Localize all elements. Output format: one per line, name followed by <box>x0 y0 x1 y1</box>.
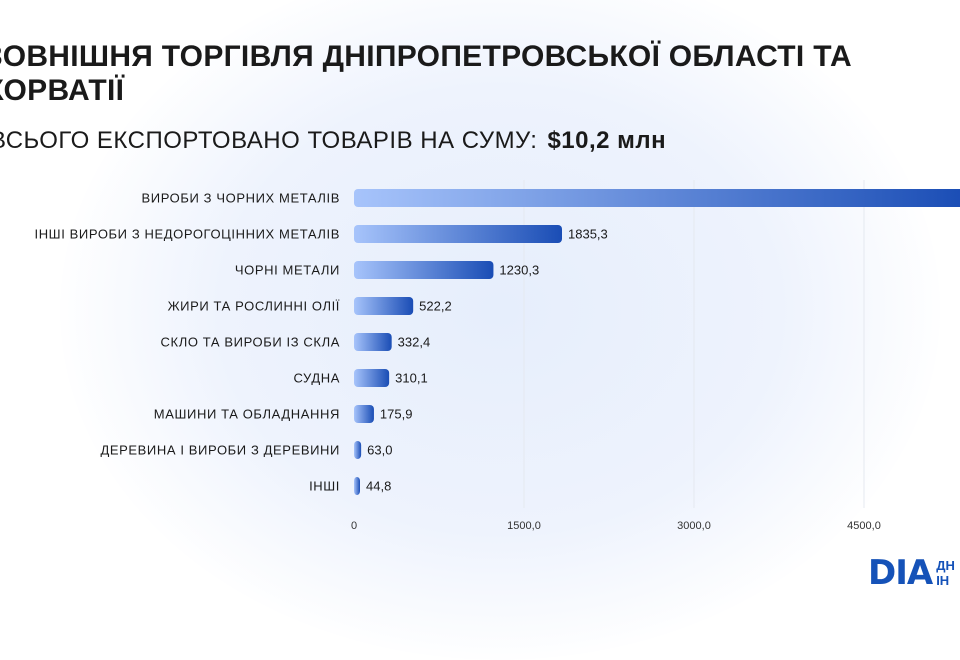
x-tick-label: 4500,0 <box>847 520 881 532</box>
bar <box>354 369 390 387</box>
bar <box>354 441 362 459</box>
dia-logo-text: ДН ІН <box>936 558 955 588</box>
bar <box>354 333 392 351</box>
bar <box>354 261 494 279</box>
value-label: 63,0 <box>367 443 392 458</box>
x-tick-label: 1500,0 <box>507 520 541 532</box>
value-label: 1835,3 <box>568 227 608 242</box>
category-label: МАШИНИ ТА ОБЛАДНАННЯ <box>154 407 340 422</box>
value-label: 175,9 <box>380 407 413 422</box>
category-label: ІНШІ ВИРОБИ З НЕДОРОГОЦІННИХ МЕТАЛІВ <box>34 227 340 242</box>
category-label: СУДНА <box>294 371 341 386</box>
bar <box>354 297 414 315</box>
value-label: 310,1 <box>395 371 428 386</box>
x-tick-label: 3000,0 <box>677 520 711 532</box>
dia-logo: DIA ДН ІН <box>868 553 955 593</box>
value-label: 1230,3 <box>499 263 539 278</box>
value-label: 44,8 <box>366 479 391 494</box>
category-label: СКЛО ТА ВИРОБИ ІЗ СКЛА <box>161 335 340 350</box>
bar-chart: 0 1500,0 3000,0 4500,0 ВИРОБИ З ЧОРНИХ МЕТАЛ… <box>34 180 960 533</box>
export-total-value: $10,2 млн <box>547 127 667 154</box>
background-glow <box>60 0 940 660</box>
x-tick-label: 0 <box>351 520 357 532</box>
category-label: ЧОРНІ МЕТАЛИ <box>235 263 340 278</box>
bar <box>354 405 374 423</box>
chart-bars <box>354 189 960 495</box>
category-label: ЖИРИ ТА РОСЛИННІ ОЛІЇ <box>168 299 340 314</box>
bar <box>354 189 960 207</box>
category-label: ІНШІ <box>309 479 340 494</box>
category-label: ВИРОБИ З ЧОРНИХ МЕТАЛІВ <box>141 191 340 206</box>
bar <box>354 477 360 495</box>
dia-logo-mark: DIA <box>868 553 933 593</box>
chart-labels: 0 1500,0 3000,0 4500,0 ВИРОБИ З ЧОРНИХ МЕТАЛ… <box>34 191 880 533</box>
export-total-label: ВСЬОГО ЕКСПОРТОВАНО ТОВАРІВ НА СУМУ: <box>0 127 538 154</box>
value-label: 332,4 <box>398 335 431 350</box>
category-label: ДЕРЕВИНА І ВИРОБИ З ДЕРЕВИНИ <box>100 443 340 458</box>
bar <box>354 225 563 243</box>
value-label: 522,2 <box>419 299 452 314</box>
export-total-line: ВСЬОГО ЕКСПОРТОВАНО ТОВАРІВ НА СУМУ: $10,… <box>0 127 666 155</box>
page-title: ЗОВНІШНЯ ТОРГІВЛЯ ДНІПРОПЕТРОВСЬКОЇ ОБЛА… <box>0 40 852 107</box>
